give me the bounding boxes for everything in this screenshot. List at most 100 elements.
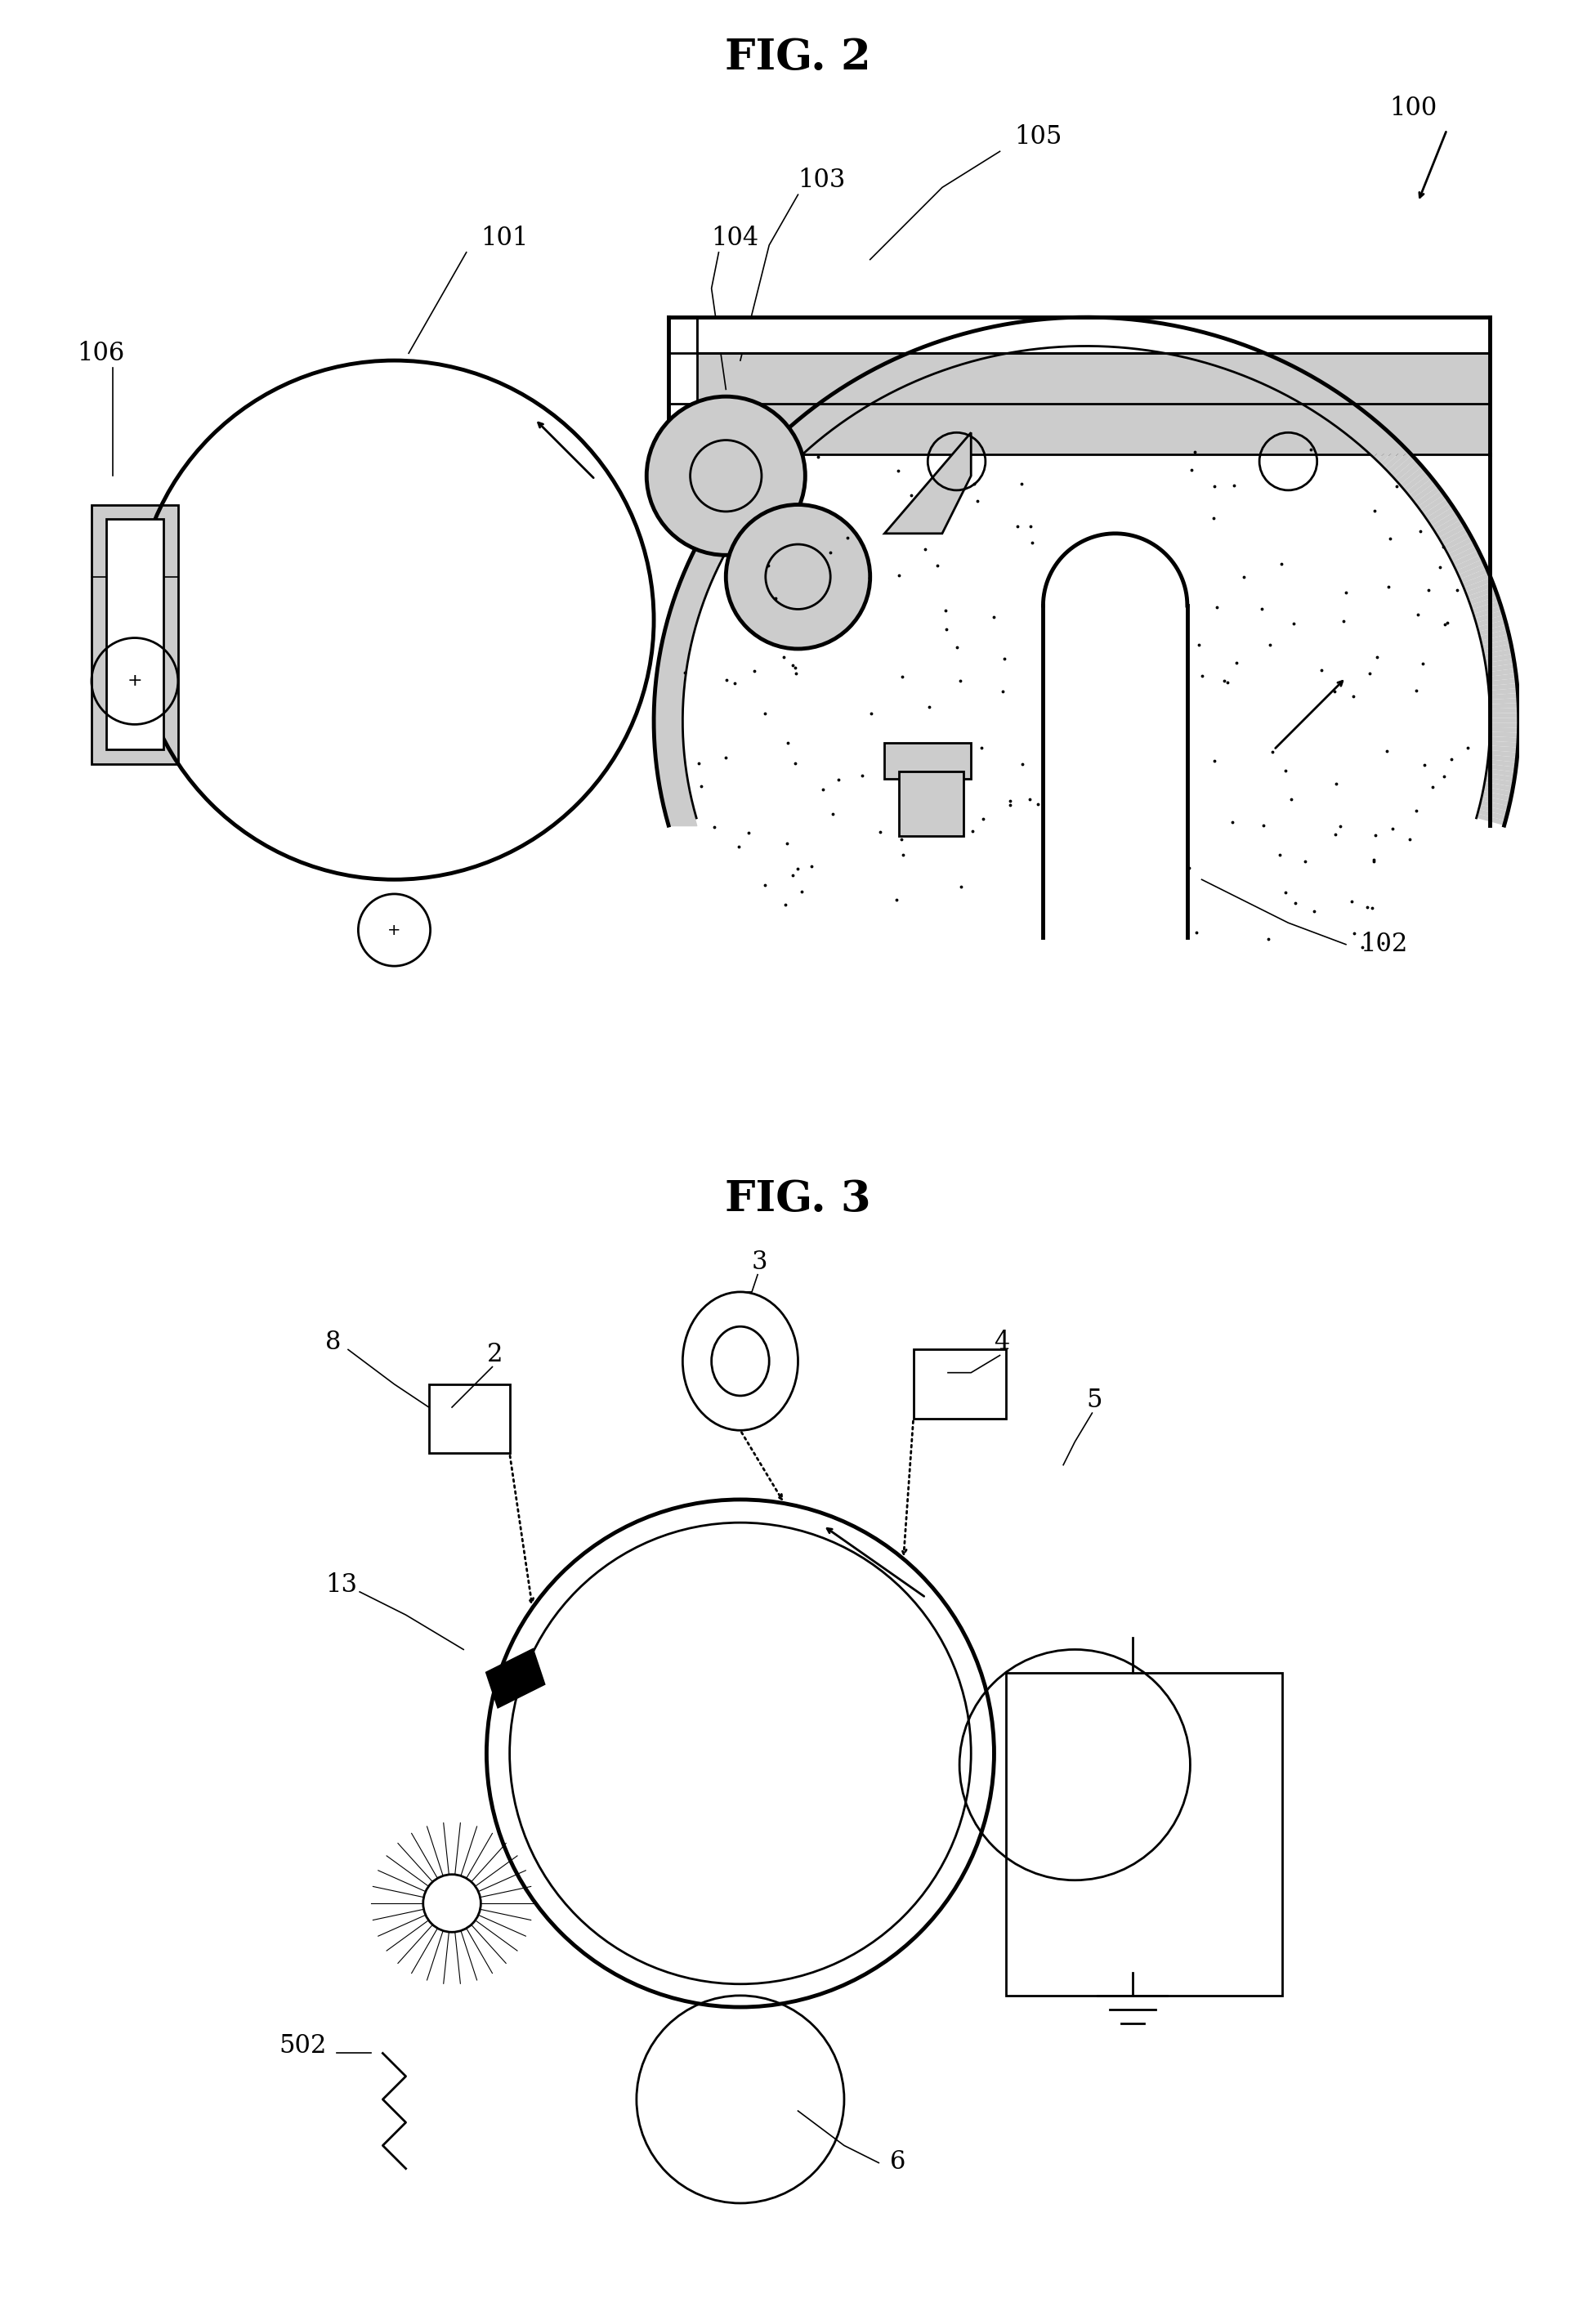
Text: 102: 102 — [1360, 932, 1408, 957]
Polygon shape — [654, 731, 683, 738]
Polygon shape — [678, 581, 707, 595]
Polygon shape — [1104, 318, 1111, 346]
Bar — [105, 519, 163, 750]
Polygon shape — [654, 727, 683, 734]
Polygon shape — [726, 494, 752, 514]
Polygon shape — [1460, 568, 1489, 584]
Polygon shape — [1487, 678, 1518, 685]
Polygon shape — [704, 528, 731, 547]
Polygon shape — [1489, 745, 1518, 752]
Polygon shape — [1047, 318, 1055, 348]
Circle shape — [726, 505, 870, 648]
Circle shape — [646, 397, 806, 556]
Polygon shape — [787, 427, 811, 450]
Polygon shape — [656, 674, 685, 681]
Polygon shape — [1446, 538, 1473, 554]
Polygon shape — [876, 367, 894, 394]
Polygon shape — [715, 510, 742, 531]
Polygon shape — [697, 542, 725, 558]
Polygon shape — [1253, 353, 1269, 381]
Polygon shape — [693, 549, 720, 568]
Polygon shape — [744, 471, 769, 491]
Polygon shape — [1363, 427, 1387, 450]
Polygon shape — [1026, 321, 1034, 351]
Polygon shape — [689, 554, 718, 570]
Polygon shape — [867, 371, 886, 399]
Polygon shape — [1015, 323, 1025, 351]
Polygon shape — [1328, 399, 1350, 424]
Polygon shape — [1491, 727, 1519, 734]
Polygon shape — [666, 810, 696, 821]
Polygon shape — [667, 814, 696, 826]
Polygon shape — [1128, 318, 1136, 348]
Text: 2: 2 — [487, 1340, 503, 1366]
Polygon shape — [832, 392, 852, 418]
Polygon shape — [654, 750, 685, 757]
Polygon shape — [811, 406, 833, 431]
Polygon shape — [1036, 318, 1044, 348]
Bar — [913, 1350, 1005, 1419]
Polygon shape — [1152, 323, 1163, 353]
Polygon shape — [1452, 549, 1481, 568]
Polygon shape — [1470, 595, 1499, 609]
Polygon shape — [1288, 371, 1306, 399]
Polygon shape — [1481, 796, 1510, 805]
Polygon shape — [908, 351, 926, 378]
Polygon shape — [1352, 418, 1374, 441]
Polygon shape — [1183, 328, 1194, 358]
Polygon shape — [959, 335, 972, 362]
Polygon shape — [654, 736, 683, 743]
Polygon shape — [654, 692, 683, 699]
Text: 5: 5 — [1087, 1387, 1103, 1412]
Text: 4: 4 — [994, 1329, 1010, 1354]
Polygon shape — [839, 388, 860, 413]
Polygon shape — [659, 777, 688, 787]
Polygon shape — [661, 791, 691, 801]
Polygon shape — [487, 1650, 544, 1707]
Polygon shape — [1478, 621, 1507, 632]
Polygon shape — [664, 805, 694, 817]
Bar — [429, 1384, 509, 1453]
Text: +: + — [388, 923, 401, 937]
Polygon shape — [731, 487, 758, 508]
Polygon shape — [1187, 330, 1199, 360]
Polygon shape — [852, 378, 873, 406]
Polygon shape — [1417, 489, 1444, 510]
Polygon shape — [702, 533, 729, 549]
Polygon shape — [1486, 664, 1515, 671]
Polygon shape — [1210, 337, 1224, 365]
Polygon shape — [1377, 441, 1401, 464]
Polygon shape — [667, 616, 697, 628]
Polygon shape — [1325, 394, 1345, 422]
Polygon shape — [899, 355, 916, 383]
Polygon shape — [661, 787, 689, 796]
Polygon shape — [1473, 604, 1502, 618]
Polygon shape — [985, 328, 996, 358]
Polygon shape — [1448, 542, 1476, 558]
Polygon shape — [712, 514, 739, 533]
Polygon shape — [1479, 801, 1510, 812]
Polygon shape — [654, 704, 683, 708]
Polygon shape — [862, 374, 881, 401]
Text: 8: 8 — [326, 1329, 342, 1354]
Polygon shape — [974, 330, 986, 360]
Polygon shape — [1373, 436, 1398, 461]
Polygon shape — [659, 653, 688, 662]
Polygon shape — [1344, 411, 1366, 436]
Polygon shape — [1432, 510, 1459, 531]
Polygon shape — [1478, 625, 1508, 637]
Polygon shape — [1278, 367, 1298, 394]
Polygon shape — [1486, 773, 1515, 782]
Polygon shape — [903, 353, 921, 381]
Polygon shape — [1109, 318, 1116, 346]
Text: 106: 106 — [77, 341, 124, 367]
Polygon shape — [1349, 413, 1371, 438]
Polygon shape — [1390, 454, 1416, 478]
Polygon shape — [664, 801, 693, 812]
Polygon shape — [654, 687, 685, 694]
Polygon shape — [1079, 318, 1084, 346]
Polygon shape — [1428, 508, 1456, 526]
Polygon shape — [1020, 321, 1029, 351]
Polygon shape — [717, 508, 744, 526]
Polygon shape — [656, 678, 685, 685]
